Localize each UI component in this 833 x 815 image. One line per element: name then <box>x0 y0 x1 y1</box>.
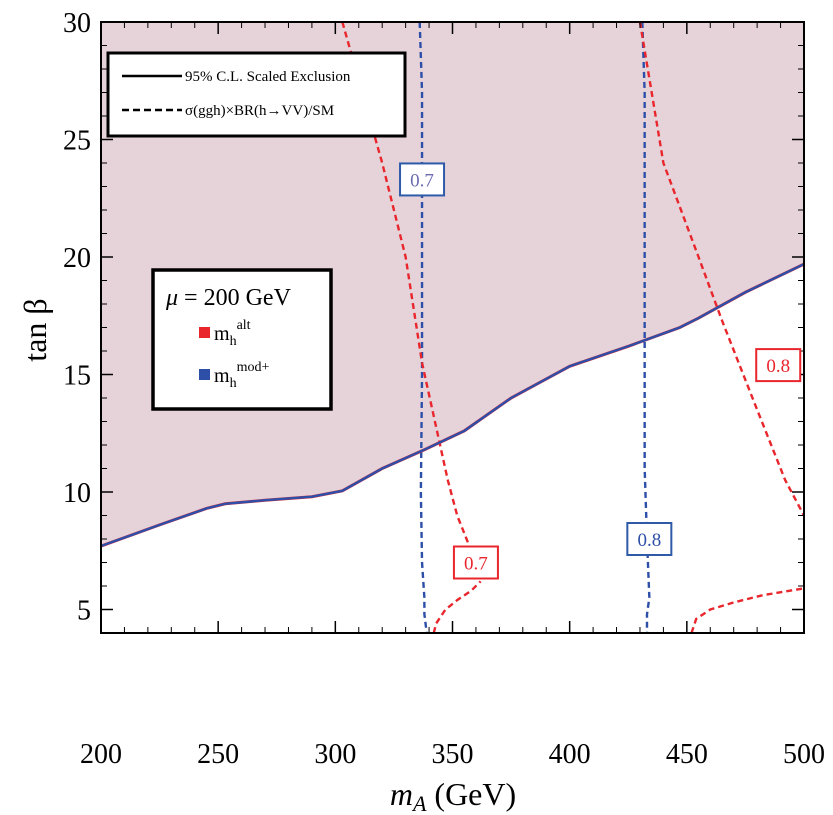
x-axis-label: mA (GeV) <box>390 776 516 815</box>
excluded-region <box>101 22 804 547</box>
x-tick-label: 400 <box>549 739 591 770</box>
x-tick-label: 250 <box>197 739 239 770</box>
scenario-label: mhalt <box>214 318 251 349</box>
contour-mod+-0.7 <box>418 22 428 633</box>
contour-label-box <box>755 348 802 383</box>
scenario-swatch <box>199 369 210 380</box>
y-tick-label: 10 <box>63 478 91 509</box>
scenario-swatch <box>199 327 210 338</box>
scenario-label: mhmod+ <box>214 360 269 391</box>
mu-value: μ = 200 GeV <box>165 285 292 311</box>
contour-mod+-0.8 <box>641 22 651 633</box>
y-tick-label: 25 <box>63 126 91 157</box>
contour-label-box <box>452 545 499 580</box>
y-tick-label: 30 <box>63 8 91 39</box>
line-style-legend <box>106 51 407 138</box>
x-tick-label: 350 <box>432 739 474 770</box>
legend-label: 95% C.L. Scaled Exclusion <box>185 69 351 85</box>
contour-label: 0.7 <box>410 170 434 191</box>
exclusion-boundary-modplus <box>101 262 804 548</box>
contour-alt-0.8 <box>638 22 804 517</box>
x-tick-label: 200 <box>80 739 122 770</box>
y-tick-label: 15 <box>63 361 91 392</box>
contour-alt-seg3 <box>432 580 482 633</box>
contour-label-box <box>399 162 446 197</box>
contour-label: 0.8 <box>637 530 661 551</box>
y-axis-label: tan β <box>17 298 53 361</box>
contour-label: 0.7 <box>464 554 488 575</box>
contour-label: 0.8 <box>766 356 790 377</box>
x-tick-label: 300 <box>314 739 356 770</box>
x-tick-label: 500 <box>783 739 825 770</box>
scenario-box <box>151 268 333 411</box>
contour-alt-0.7 <box>341 22 473 552</box>
legend-label: σ(ggh)×BR(h→VV)/SM <box>185 103 334 119</box>
contour-alt-seg5 <box>690 587 804 633</box>
contour-label-box <box>626 522 673 556</box>
y-tick-label: 20 <box>63 243 91 274</box>
x-tick-label: 450 <box>666 739 708 770</box>
y-tick-label: 5 <box>77 596 91 627</box>
